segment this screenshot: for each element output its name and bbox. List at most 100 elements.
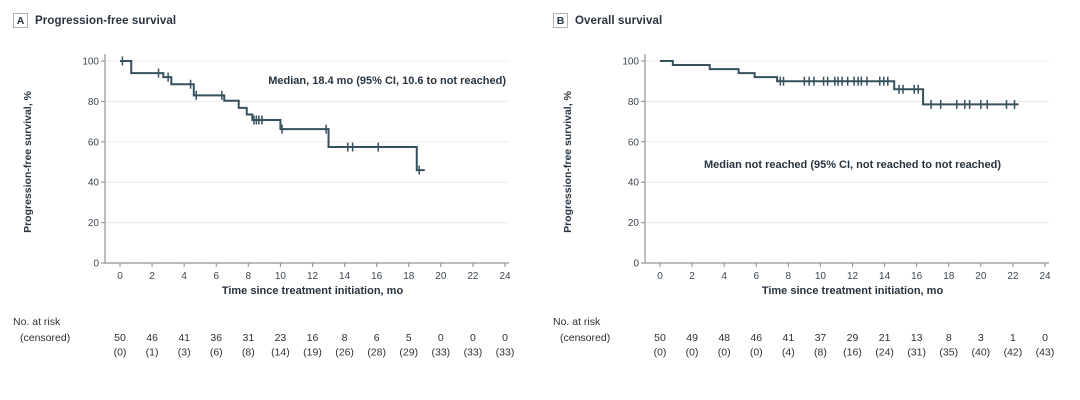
risk-table-subheader: (censored) — [20, 332, 70, 344]
x-tick-label: 2 — [689, 271, 695, 282]
panel-b-header: B Overall survival — [553, 13, 662, 28]
x-tick-label: 12 — [307, 271, 319, 282]
censored-count: (31) — [907, 347, 926, 359]
censored-count: (0) — [654, 347, 667, 359]
censored-count: (8) — [242, 347, 255, 359]
risk-table-header: No. at risk — [13, 316, 61, 328]
x-tick-label: 10 — [275, 271, 287, 282]
y-tick-label: 80 — [88, 97, 100, 108]
y-axis-title: Progression-free survival, % — [22, 90, 34, 232]
at-risk-count: 46 — [146, 332, 158, 344]
panel-b-label: B — [553, 13, 568, 28]
censored-count: (0) — [114, 347, 127, 359]
at-risk-count: 37 — [815, 332, 827, 344]
censored-count: (35) — [939, 347, 958, 359]
panel-progression-free-survival: A Progression-free survival 0 20 40 60 80 100… — [13, 13, 515, 359]
median-annotation: Median, 18.4 mo (95% CI, 10.6 to not rea… — [268, 75, 506, 87]
x-tick-label: 14 — [339, 271, 351, 282]
at-risk-count: 1 — [1010, 332, 1016, 344]
censored-count: (3) — [178, 347, 191, 359]
x-tick-label: 0 — [657, 271, 663, 282]
x-tick-label: 22 — [1007, 271, 1019, 282]
censored-count: (33) — [431, 347, 450, 359]
panel-a-label: A — [13, 13, 28, 28]
x-tick-label: 16 — [911, 271, 923, 282]
censored-count: (42) — [1004, 347, 1023, 359]
censored-count: (0) — [686, 347, 699, 359]
censored-count: (24) — [875, 347, 894, 359]
x-tick-label: 0 — [117, 271, 123, 282]
at-risk-count: 8 — [342, 332, 348, 344]
median-annotation: Median not reached (95% CI, not reached … — [704, 159, 1001, 171]
censored-count: (8) — [814, 347, 827, 359]
y-tick-label: 100 — [622, 57, 639, 68]
censored-count: (0) — [750, 347, 763, 359]
at-risk-count: 41 — [178, 332, 190, 344]
x-tick-label: 2 — [149, 271, 155, 282]
x-tick-label: 8 — [786, 271, 792, 282]
y-tick-label: 0 — [633, 259, 639, 270]
y-tick-label: 100 — [82, 57, 99, 68]
x-tick-label: 8 — [246, 271, 252, 282]
at-risk-count: 50 — [114, 332, 126, 344]
at-risk-count: 21 — [879, 332, 891, 344]
panel-a-header: A Progression-free survival — [13, 13, 176, 28]
at-risk-count: 0 — [438, 332, 444, 344]
panel-a-title: Progression-free survival — [35, 14, 177, 27]
at-risk-count: 0 — [502, 332, 508, 344]
at-risk-count: 29 — [847, 332, 859, 344]
x-tick-label: 18 — [403, 271, 415, 282]
at-risk-count: 13 — [911, 332, 923, 344]
x-axis-title: Time since treatment initiation, mo — [762, 285, 944, 297]
x-tick-label: 4 — [181, 271, 187, 282]
risk-table-subheader: (censored) — [560, 332, 610, 344]
at-risk-count: 3 — [978, 332, 984, 344]
censored-count: (40) — [971, 347, 990, 359]
x-axis-title: Time since treatment initiation, mo — [222, 285, 404, 297]
censored-count: (19) — [303, 347, 322, 359]
x-tick-label: 20 — [435, 271, 447, 282]
at-risk-count: 36 — [210, 332, 222, 344]
censored-count: (26) — [335, 347, 354, 359]
censored-count: (28) — [367, 347, 386, 359]
censored-count: (14) — [271, 347, 290, 359]
panel-overall-survival: B Overall survival 0 20 40 60 80 100 0 2 4 6 8 10 12… — [540, 0, 1080, 400]
at-risk-count: 23 — [275, 332, 287, 344]
censored-count: (33) — [464, 347, 483, 359]
at-risk-count: 46 — [750, 332, 762, 344]
at-risk-count: 0 — [470, 332, 476, 344]
survival-curve — [660, 60, 1019, 106]
x-tick-label: 12 — [847, 271, 859, 282]
x-tick-label: 10 — [815, 271, 827, 282]
censored-count: (4) — [782, 347, 795, 359]
risk-table-header: No. at risk — [553, 316, 601, 328]
at-risk-count: 5 — [406, 332, 412, 344]
y-axis-title: Progression-free survival, % — [562, 90, 574, 232]
censored-count: (16) — [843, 347, 862, 359]
y-tick-label: 40 — [88, 178, 100, 189]
at-risk-count: 8 — [946, 332, 952, 344]
x-tick-label: 20 — [975, 271, 987, 282]
x-tick-label: 24 — [499, 271, 511, 282]
censored-count: (29) — [399, 347, 418, 359]
censored-count: (43) — [1036, 347, 1055, 359]
at-risk-count: 41 — [782, 332, 794, 344]
x-tick-label: 4 — [721, 271, 727, 282]
x-tick-label: 6 — [213, 271, 219, 282]
at-risk-count: 6 — [374, 332, 380, 344]
x-tick-label: 24 — [1039, 271, 1051, 282]
at-risk-count: 16 — [307, 332, 319, 344]
censored-count: (33) — [496, 347, 515, 359]
censored-count: (1) — [146, 347, 159, 359]
at-risk-count: 48 — [718, 332, 730, 344]
y-tick-label: 0 — [93, 259, 99, 270]
at-risk-count: 49 — [686, 332, 698, 344]
y-tick-label: 60 — [628, 137, 640, 148]
x-tick-label: 18 — [943, 271, 955, 282]
x-tick-label: 16 — [371, 271, 383, 282]
y-tick-label: 40 — [628, 178, 640, 189]
y-tick-label: 20 — [628, 218, 640, 229]
